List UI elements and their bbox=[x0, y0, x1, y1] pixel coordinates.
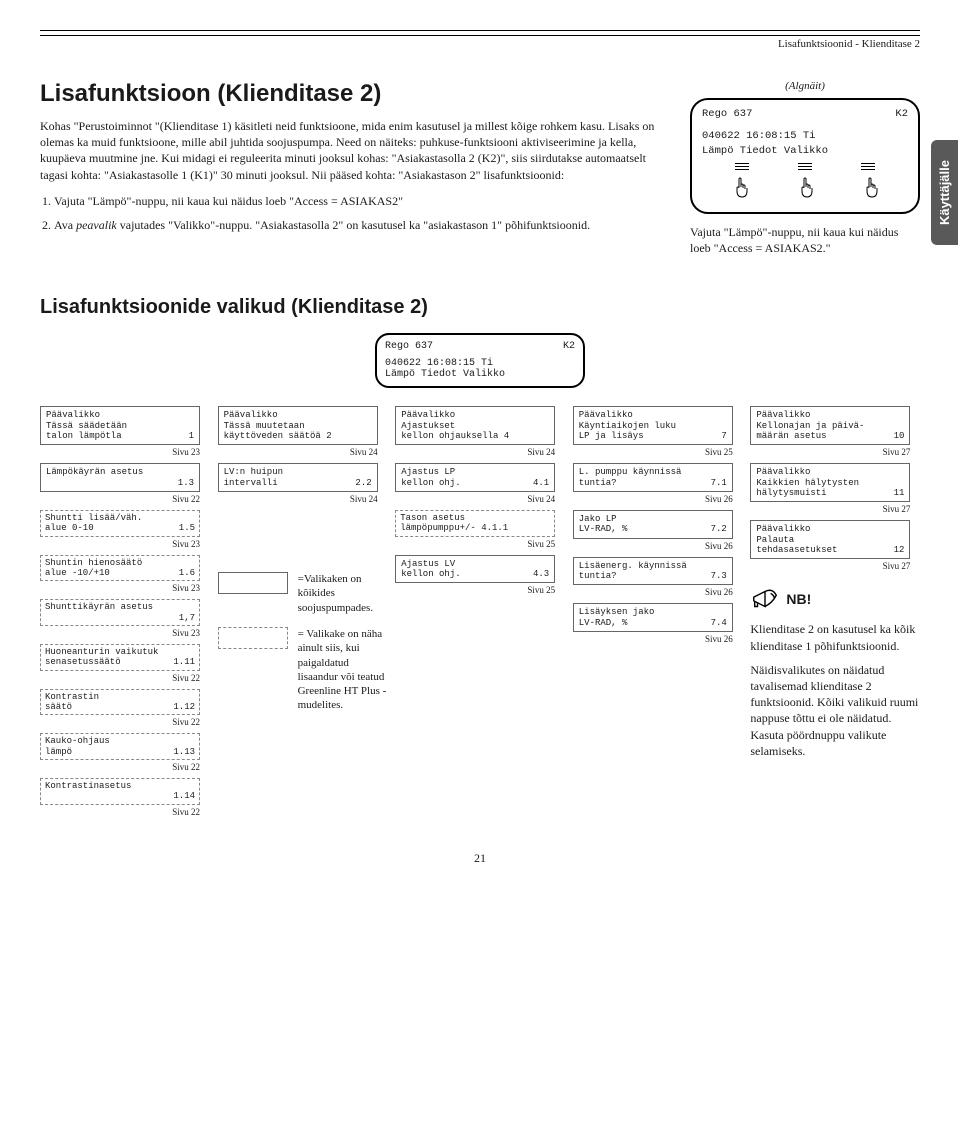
step-2: Ava peavalik vajutades "Valikko"-nuppu. … bbox=[54, 217, 672, 233]
legend-solid: =Valikaken on kõikides soojuspumpades. bbox=[218, 572, 388, 615]
intro-text: Kohas "Perustoiminnot "(Klienditase 1) k… bbox=[40, 118, 672, 183]
tree-col-1: Päävalikko Tässä säädetään talon lämpötl… bbox=[40, 406, 210, 821]
page-number: 21 bbox=[40, 851, 920, 866]
tree-col-4: Päävalikko Käyntiaikojen luku LP ja lisä… bbox=[573, 406, 743, 648]
legend-dashed: = Valikake on näha ainult siis, kui paig… bbox=[218, 627, 388, 713]
right-note: Vajuta "Lämpö"-nuppu, nii kaua kui näidu… bbox=[690, 224, 920, 256]
page-title: Lisafunktsioon (Klienditase 2) bbox=[40, 80, 672, 108]
tree-col-3: Päävalikko Ajastukset kellon ohjauksella… bbox=[395, 406, 565, 599]
tree-col-2: Päävalikko Tässä muutetaan käyttöveden s… bbox=[218, 406, 388, 712]
lcd-display: Rego 637K2 040622 16:08:15 Ti Lämpö Tied… bbox=[690, 98, 920, 214]
nb-p2: Näidisvalikutes on näidatud tavalisemad … bbox=[750, 662, 920, 759]
section-2-title: Lisafunktsioonide valikud (Klienditase 2… bbox=[40, 296, 920, 319]
tree-col-5: Päävalikko Kellonajan ja päivä- määrän a… bbox=[750, 406, 920, 759]
initial-label: (Algnäit) bbox=[690, 80, 920, 92]
step-1: Vajuta "Lämpö"-nuppu, nii kaua kui näidu… bbox=[54, 193, 672, 209]
nb-p1: Klienditase 2 on kasutusel ka kõik klien… bbox=[750, 621, 920, 653]
tree-root-lcd: Rego 637K2 040622 16:08:15 Ti Lämpö Tied… bbox=[375, 333, 585, 388]
nb-heading: NB! bbox=[750, 585, 920, 613]
header-breadcrumb: Lisafunktsioonid - Klienditase 2 bbox=[40, 35, 920, 50]
hand-icons bbox=[702, 176, 908, 200]
megaphone-icon bbox=[750, 585, 780, 613]
side-tab: Käyttäjälle bbox=[931, 140, 958, 245]
